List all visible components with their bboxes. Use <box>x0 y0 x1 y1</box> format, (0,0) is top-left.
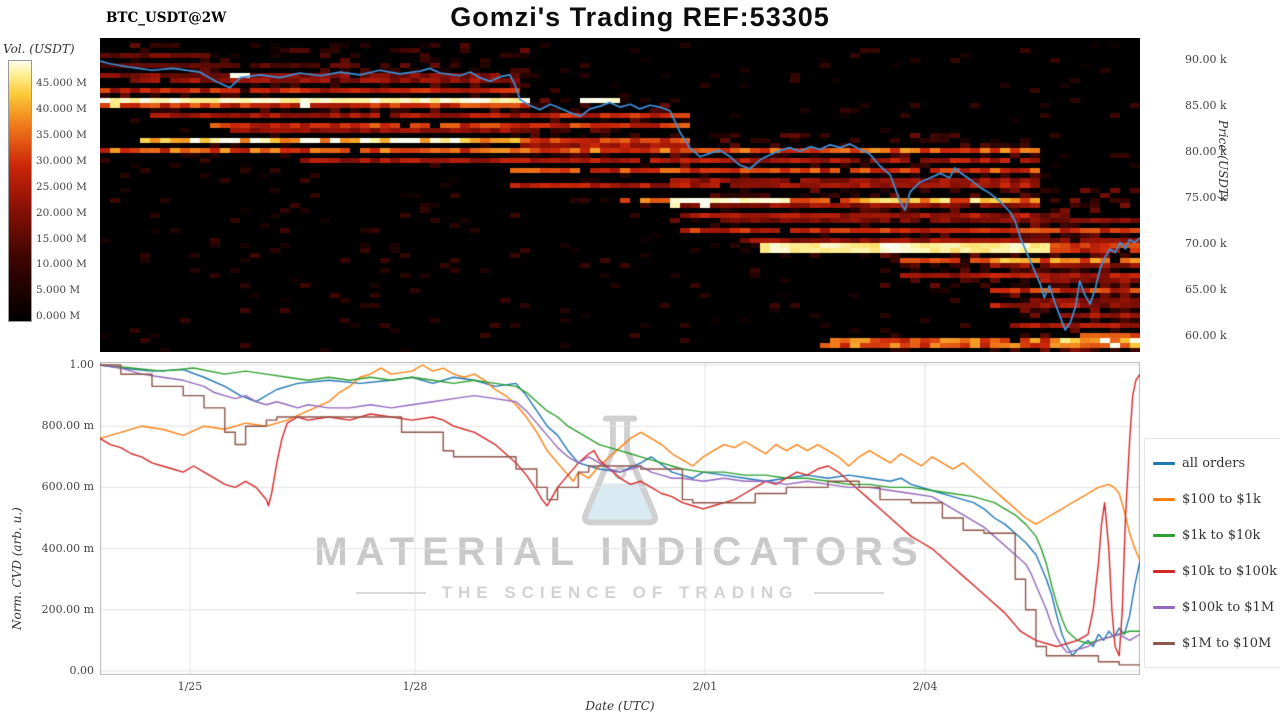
cvd-x-tick: 2/01 <box>692 680 718 693</box>
y-axis-label: Norm. CVD (arb. u.) <box>10 507 24 630</box>
cvd-x-tick: 2/04 <box>912 680 938 693</box>
cvd-y-tick: 200.00 m <box>41 602 94 616</box>
colorbar-tick: 30.000 M <box>36 155 87 167</box>
legend-item: all orders <box>1149 445 1280 481</box>
colorbar-tick: 0.000 M <box>36 310 81 323</box>
volume-colorbar <box>8 60 32 322</box>
legend-label: $100k to $1M <box>1182 599 1275 615</box>
symbol-label: BTC_USDT@2W <box>106 10 227 26</box>
cvd-chart <box>100 362 1140 675</box>
legend-item: $1k to $10k <box>1149 517 1280 553</box>
colorbar-label: Vol. (USDT) <box>3 42 75 56</box>
price-axis-tick: 80.00 k <box>1185 145 1227 159</box>
price-axis-tick: 60.00 k <box>1185 329 1227 343</box>
legend-swatch <box>1153 461 1175 465</box>
cvd-x-tick: 1/25 <box>177 680 203 693</box>
legend-swatch <box>1153 641 1175 645</box>
cvd-y-tick: 1.00 <box>69 358 95 371</box>
cvd-y-tick: 0.00 <box>69 664 95 677</box>
colorbar-tick: 10.000 M <box>36 258 87 271</box>
colorbar-tick: 20.000 M <box>36 206 87 219</box>
price-axis-tick: 75.00 k <box>1185 191 1227 205</box>
legend-swatch <box>1153 533 1175 537</box>
page-title: Gomzi's Trading REF:53305 <box>450 2 830 32</box>
legend-label: $1M to $10M <box>1182 635 1272 651</box>
cvd-y-tick: 400.00 m <box>41 541 94 555</box>
legend-label: $1k to $10k <box>1182 527 1261 543</box>
price-axis-tick: 90.00 k <box>1185 53 1227 67</box>
price-axis-tick: 85.00 k <box>1185 99 1227 113</box>
price-axis-label: Price (USDT) <box>1216 120 1230 201</box>
price-axis-tick: 70.00 k <box>1185 237 1227 251</box>
legend-item: $10k to $100k <box>1149 553 1280 589</box>
legend-swatch <box>1153 569 1175 573</box>
legend-item: $100 to $1k <box>1149 481 1280 517</box>
price-axis-tick: 65.00 k <box>1185 283 1227 297</box>
legend-label: $100 to $1k <box>1182 491 1261 507</box>
colorbar-tick: 15.000 M <box>36 232 87 245</box>
colorbar-tick: 5.000 M <box>36 284 81 297</box>
colorbar-tick: 25.000 M <box>36 180 87 193</box>
cvd-x-tick: 1/28 <box>402 680 428 693</box>
colorbar-tick: 40.000 M <box>36 103 87 116</box>
legend-label: $10k to $100k <box>1182 563 1277 579</box>
cvd-y-tick: 800.00 m <box>41 419 94 433</box>
legend-swatch <box>1153 497 1175 501</box>
liquidity-heatmap <box>100 38 1140 352</box>
legend-label: all orders <box>1182 455 1246 471</box>
legend: all orders $100 to $1k $1k to $10k $10k to … <box>1144 438 1280 668</box>
colorbar-tick: 35.000 M <box>36 129 87 142</box>
legend-item: $1M to $10M <box>1149 625 1280 661</box>
legend-item: $100k to $1M <box>1149 589 1280 625</box>
x-axis-label: Date (UTC) <box>585 699 655 713</box>
colorbar-tick: 45.000 M <box>36 77 87 90</box>
cvd-y-tick: 600.00 m <box>41 480 94 494</box>
legend-swatch <box>1153 605 1175 609</box>
